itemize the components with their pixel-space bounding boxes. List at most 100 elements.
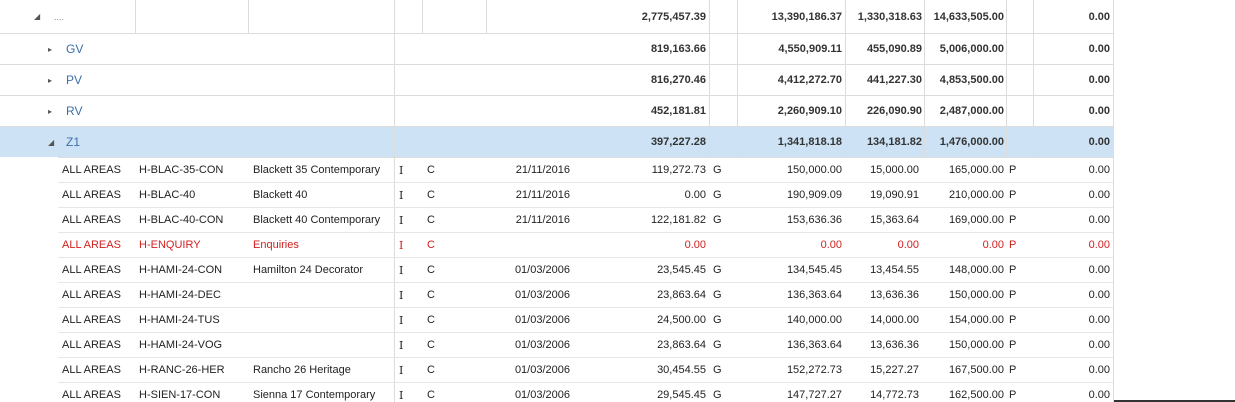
group-total-balance: 0.00 (1088, 105, 1110, 117)
tree-indent (0, 182, 58, 208)
column-divider (1113, 283, 1114, 307)
amount-cell: 0.00 (684, 239, 706, 251)
tree-indent (0, 257, 58, 283)
type-g-cell: G (713, 189, 722, 201)
column-divider (1113, 358, 1114, 382)
expand-triangle-icon[interactable]: ▸ (48, 106, 53, 116)
table-row[interactable]: ALL AREAS H-ENQUIRY Enquiries I C 0.00 0.00 0.0… (0, 232, 1114, 258)
amount-cell: 122,181.82 (650, 214, 706, 226)
group-label: GV (66, 42, 84, 56)
column-divider (1113, 308, 1114, 332)
amount-cell: 23,863.64 (657, 289, 706, 301)
column-divider (1006, 34, 1007, 64)
column-divider (845, 96, 846, 126)
area-cell: ALL AREAS (62, 239, 121, 251)
expand-triangle-icon[interactable]: ▸ (48, 44, 53, 54)
column-divider (394, 0, 395, 33)
group-row-rv[interactable]: ▸ RV 452,181.81 2,260,909.10 226,090.90 2,487… (0, 96, 1114, 127)
collapse-triangle-icon[interactable]: ◢ (34, 12, 41, 21)
flag-i-cell: I (399, 388, 404, 402)
column-divider (1006, 65, 1007, 95)
tree-indent (0, 382, 58, 402)
tax-cell: 0.00 (897, 239, 919, 251)
flag-c-cell: C (427, 189, 435, 201)
code-cell: H-ENQUIRY (139, 239, 201, 251)
column-divider (1113, 333, 1114, 357)
collapse-triangle-icon[interactable]: ◢ (48, 137, 55, 147)
table-row[interactable]: ALL AREAS H-HAMI-24-CON Hamilton 24 Decora… (0, 257, 1114, 283)
gross-cell: 162,500.00 (948, 389, 1004, 401)
tree-indent (0, 282, 58, 308)
group-label: Z1 (66, 135, 81, 149)
type-g-cell: G (713, 264, 722, 276)
flag-i-cell: I (399, 188, 404, 202)
column-divider (1006, 0, 1007, 33)
type-g-cell: G (713, 214, 722, 226)
value-cell: 140,000.00 (786, 314, 842, 326)
balance-cell: 0.00 (1088, 264, 1110, 276)
column-divider (924, 96, 925, 126)
column-divider (924, 127, 925, 157)
column-divider (394, 283, 395, 307)
column-divider (1033, 96, 1034, 126)
flag-c-cell: C (427, 289, 435, 301)
date-cell: 01/03/2006 (514, 339, 570, 351)
amount-cell: 23,545.45 (657, 264, 706, 276)
description-cell: Enquiries (253, 239, 299, 251)
value-cell: 152,272.73 (786, 364, 842, 376)
tax-cell: 15,227.27 (870, 364, 919, 376)
description-cell: Sienna 17 Contemporary (253, 389, 376, 401)
code-cell: H-SIEN-17-CON (139, 389, 221, 401)
tree-indent (0, 357, 58, 383)
tax-cell: 13,454.55 (870, 264, 919, 276)
group-total-tax: 134,181.82 (866, 136, 922, 148)
table-row[interactable]: ALL AREAS H-BLAC-35-CON Blackett 35 Contem… (0, 157, 1114, 183)
table-row[interactable]: ALL AREAS H-HAMI-24-VOG I C 01/03/2006 23,863… (0, 332, 1114, 358)
group-total-amount: 819,163.66 (650, 43, 706, 55)
type-p-cell: P (1009, 389, 1017, 401)
tree-indent (0, 332, 58, 358)
group-total-gross: 14,633,505.00 (933, 10, 1004, 23)
table-row[interactable]: ALL AREAS H-HAMI-24-TUS I C 01/03/2006 24,500… (0, 307, 1114, 333)
value-cell: 136,363.64 (786, 339, 842, 351)
code-cell: H-HAMI-24-CON (139, 264, 223, 276)
column-divider (394, 233, 395, 257)
table-row[interactable]: ALL AREAS H-RANC-26-HER Rancho 26 Heritage… (0, 357, 1114, 383)
gross-cell: 150,000.00 (948, 289, 1004, 301)
flag-c-cell: C (427, 314, 435, 326)
column-divider (709, 0, 710, 33)
group-row-root[interactable]: ◢.... 2,775,457.39 13,390,186.37 1,330,318.… (0, 0, 1114, 34)
type-g-cell: G (713, 289, 722, 301)
group-row-z1[interactable]: ◢ Z1 397,227.28 1,341,818.18 134,181.82 1,476… (0, 127, 1114, 158)
group-total-balance: 0.00 (1088, 43, 1110, 55)
table-row[interactable]: ALL AREAS H-SIEN-17-CON Sienna 17 Contempo… (0, 382, 1114, 402)
description-cell: Blackett 40 Contemporary (253, 214, 381, 226)
table-row[interactable]: ALL AREAS H-BLAC-40 Blackett 40 I C 21/11/201… (0, 182, 1114, 208)
column-divider (1113, 233, 1114, 257)
column-divider (394, 183, 395, 207)
tax-cell: 14,772.73 (870, 389, 919, 401)
group-total-gross: 2,487,000.00 (939, 105, 1004, 117)
code-cell: H-BLAC-40 (139, 189, 196, 201)
table-row[interactable]: ALL AREAS H-HAMI-24-DEC I C 01/03/2006 23,863… (0, 282, 1114, 308)
flag-c-cell: C (427, 364, 435, 376)
amount-cell: 29,545.45 (657, 389, 706, 401)
date-cell: 21/11/2016 (515, 164, 570, 176)
expand-triangle-icon[interactable]: ▸ (48, 75, 53, 85)
description-cell (253, 333, 393, 357)
column-divider (394, 258, 395, 282)
amount-cell: 30,454.55 (657, 364, 706, 376)
tax-cell: 15,000.00 (870, 164, 919, 176)
description-cell: Rancho 26 Heritage (253, 364, 351, 376)
area-cell: ALL AREAS (62, 189, 121, 201)
column-divider (1113, 183, 1114, 207)
date-cell: 01/03/2006 (514, 289, 570, 301)
group-row-pv[interactable]: ▸ PV 816,270.46 4,412,272.70 441,227.30 4,853… (0, 65, 1114, 96)
column-divider (394, 34, 395, 64)
area-cell: ALL AREAS (62, 214, 121, 226)
table-row[interactable]: ALL AREAS H-BLAC-40-CON Blackett 40 Contem… (0, 207, 1114, 233)
type-g-cell (713, 233, 727, 257)
group-row-gv[interactable]: ▸ GV 819,163.66 4,550,909.11 455,090.89 5,006… (0, 34, 1114, 65)
date-cell: 01/03/2006 (514, 264, 570, 276)
